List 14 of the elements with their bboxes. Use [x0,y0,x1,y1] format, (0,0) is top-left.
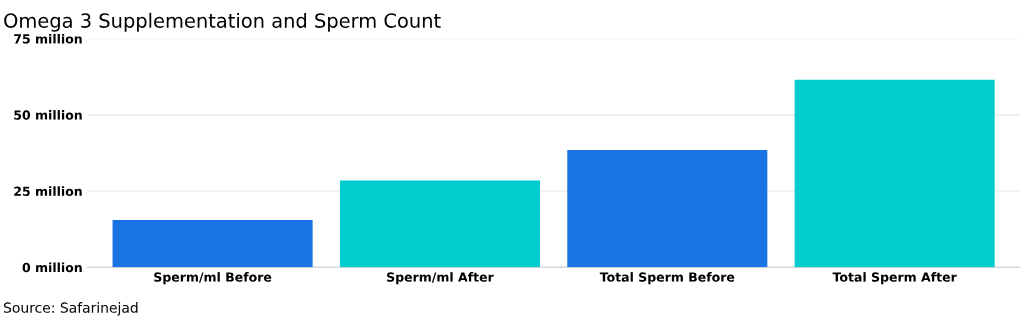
x-tick-label: Sperm/ml After [387,272,494,285]
x-tick-label: Total Sperm Before [599,272,735,285]
y-tick-label: 25 million [14,186,82,196]
bar [339,180,540,268]
y-tick-label: 50 million [14,110,82,120]
x-tick-label: Sperm/ml Before [154,272,272,285]
bar [567,149,768,268]
bar [794,79,995,268]
chart-title: Omega 3 Supplementation and Sperm Count [4,12,441,32]
bar [112,220,313,268]
source-note: Source: Safarinejad [4,302,138,316]
y-tick-label: 0 million [22,262,82,273]
x-tick-label: Total Sperm After [832,272,957,285]
y-tick-label: 75 million [14,33,82,44]
